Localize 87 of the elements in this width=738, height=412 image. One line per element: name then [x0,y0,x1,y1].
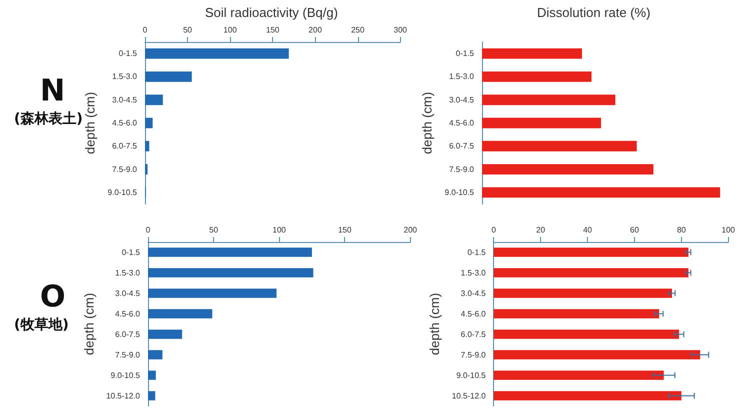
bar [148,309,212,318]
bar [482,164,654,174]
text: N [40,74,66,108]
y-tick-label: 7.5-9.0 [449,164,475,174]
x-tick-label: 20 [536,226,546,234]
bar [482,72,592,82]
x-tick-label: 60 [630,226,640,234]
y-tick-label: 6.0-7.5 [449,142,475,151]
bar [494,309,660,318]
bar [494,330,680,339]
y-tick-label: 0-1.5 [118,49,138,58]
y-tick-label: 3.0-4.5 [460,288,486,298]
bar [148,330,182,339]
text: (牧草地) [14,317,69,333]
y-axis-title: depth (cm) [82,92,98,154]
bar [148,288,277,298]
y-tick-label: 3.0-4.5 [112,95,138,104]
y-tick-label: 3.0-4.5 [449,95,475,104]
y-tick-label: 0-1.5 [467,248,486,257]
bar [148,370,156,380]
bar [482,140,637,152]
x-tick-label: 300 [394,26,408,34]
y-tick-label: 9.0-10.5 [456,370,486,380]
x-tick-label: 0 [146,226,151,234]
bar [494,268,688,278]
y-tick-label: 9.0-10.5 [108,188,138,197]
y-tick-label: 1.5-3.0 [115,268,141,278]
y-tick-label: 6.0-7.5 [460,330,486,339]
bar [148,268,314,278]
x-tick-label: 100 [223,26,238,34]
bar [148,248,312,257]
bar [494,391,682,400]
bar [145,164,148,174]
x-tick-label: 50 [209,226,219,234]
y-tick-label: 7.5-9.0 [460,350,486,360]
bar [482,48,582,59]
bar [494,288,672,298]
y-tick-label: 1.5-3.0 [112,72,138,82]
bar [148,391,156,400]
text: (森林表土) [14,111,83,127]
x-tick-label: 100 [272,226,286,234]
y-tick-label: 9.0-10.5 [110,370,141,380]
bar [482,94,616,106]
bar [494,248,688,257]
x-axis-title: Soil radioactivity (Bq/g) [205,5,338,20]
y-tick-label: 4.5-6.0 [112,118,138,128]
bar [145,140,150,152]
y-tick-label: 4.5-6.0 [460,309,486,318]
bar [145,48,289,59]
x-tick-label: 150 [266,26,280,34]
y-axis-title: depth (cm) [420,92,435,154]
y-tick-label: 9.0-10.5 [444,188,475,197]
y-tick-label: 3.0-4.5 [115,288,141,298]
x-tick-label: 40 [583,226,593,234]
y-tick-label: 1.5-3.0 [449,72,475,82]
y-tick-label: 0-1.5 [122,248,141,257]
y-axis-title: depth (cm) [427,292,442,356]
y-tick-label: 1.5-3.0 [460,268,486,278]
y-tick-label: 4.5-6.0 [449,118,475,128]
y-tick-label: 10.5-12.0 [452,391,486,400]
bar [482,187,720,198]
y-tick-label: 10.5-12.0 [106,391,141,400]
y-tick-label: 0-1.5 [456,49,475,58]
bar [494,350,700,360]
x-tick-label: 0 [142,26,148,34]
y-axis-title: depth (cm) [81,292,96,356]
bar [145,94,163,106]
x-tick-label: 80 [676,226,686,234]
x-tick-label: 0 [491,226,496,234]
bar [145,118,153,128]
y-tick-label: 6.0-7.5 [112,142,138,151]
y-tick-label: 7.5-9.0 [112,164,138,174]
x-tick-label: 50 [183,26,193,34]
text: O [40,280,66,314]
bar [145,72,192,82]
x-tick-label: 200 [404,226,418,234]
y-tick-label: 6.0-7.5 [115,330,141,339]
bar [482,118,602,128]
y-tick-label: 7.5-9.0 [115,350,141,360]
x-tick-label: 150 [338,226,352,234]
bar [148,350,162,360]
x-axis-title: Dissolution rate (%) [537,5,650,20]
x-tick-label: 250 [351,26,365,34]
x-tick-label: 200 [308,26,322,34]
y-tick-label: 4.5-6.0 [115,309,141,318]
x-tick-label: 100 [722,226,736,234]
bar [494,370,664,380]
